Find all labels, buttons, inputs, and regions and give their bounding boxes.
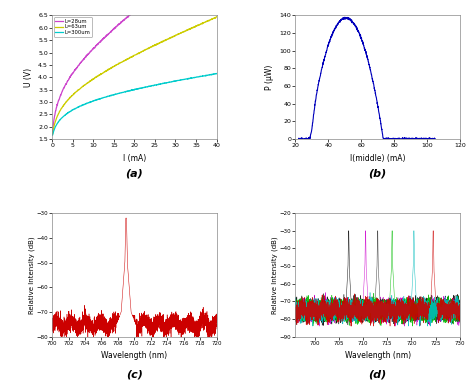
X-axis label: I (mA): I (mA)	[123, 154, 146, 163]
Y-axis label: Relative Intensity (dB): Relative Intensity (dB)	[28, 236, 35, 314]
L=300um	[154, 82, 160, 87]
L=28um	[50, 129, 55, 134]
Text: (b): (b)	[368, 168, 387, 178]
L=28um	[60, 88, 65, 92]
L=63um	[154, 42, 160, 46]
L=63um	[60, 104, 65, 109]
L=300um	[191, 75, 197, 80]
X-axis label: I(middle) (mA): I(middle) (mA)	[350, 154, 405, 163]
L=63um	[145, 46, 151, 51]
L=63um	[149, 45, 155, 49]
Text: (a): (a)	[126, 168, 143, 178]
L=300um	[50, 133, 55, 137]
Y-axis label: P (μW): P (μW)	[265, 65, 274, 90]
Line: L=63um: L=63um	[53, 17, 217, 134]
Y-axis label: Relative Intensity (dB): Relative Intensity (dB)	[272, 236, 278, 314]
L=28um	[145, 0, 151, 3]
L=300um	[60, 115, 65, 120]
X-axis label: Wavelength (nm): Wavelength (nm)	[345, 351, 410, 360]
L=300um	[174, 78, 180, 83]
Legend: L=28um, L=63um, L=300um: L=28um, L=63um, L=300um	[54, 17, 92, 37]
Y-axis label: U (V): U (V)	[24, 68, 33, 87]
L=63um	[191, 25, 197, 30]
L=300um	[149, 84, 155, 88]
X-axis label: Wavelength (nm): Wavelength (nm)	[101, 351, 167, 360]
Line: L=300um: L=300um	[53, 74, 217, 135]
L=63um	[50, 132, 55, 137]
L=300um	[145, 84, 151, 89]
L=63um	[214, 14, 219, 19]
Line: L=28um: L=28um	[53, 0, 217, 132]
L=300um	[213, 71, 219, 76]
L=300um	[214, 71, 219, 76]
Text: (d): (d)	[368, 370, 387, 380]
L=63um	[174, 33, 180, 37]
Text: (c): (c)	[126, 370, 143, 380]
